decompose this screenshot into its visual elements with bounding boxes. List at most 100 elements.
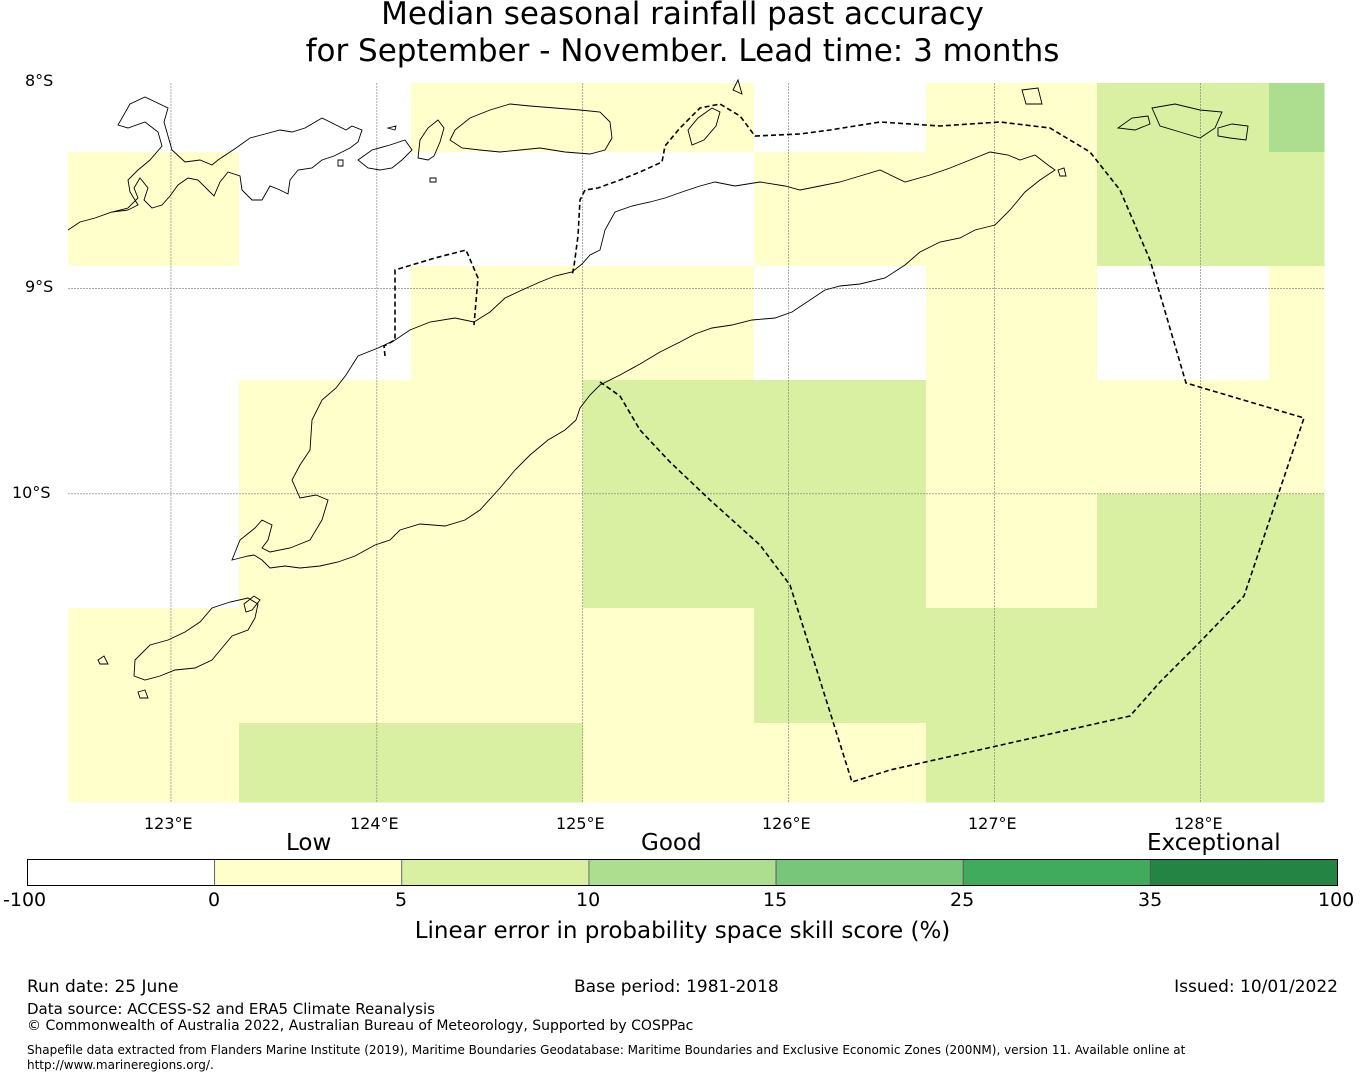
skill-cell <box>583 83 755 153</box>
lon-label-128e: 128°E <box>1174 814 1223 833</box>
chart-title-line-1: Median seasonal rainfall past accuracy <box>381 0 984 32</box>
colorbar-tick-0: 0 <box>208 889 221 911</box>
skill-cell <box>1097 380 1270 495</box>
colorbar-tick-35: 35 <box>1138 889 1163 911</box>
skill-cell <box>926 266 1098 381</box>
skill-cell <box>411 266 584 381</box>
coastline-lembata <box>357 139 413 171</box>
coastline-ndao <box>137 689 149 699</box>
skill-cell <box>754 83 927 153</box>
copyright-notice: © Commonwealth of Australia 2022, Austra… <box>27 1018 694 1034</box>
skill-cell <box>583 723 755 803</box>
skill-cell <box>239 494 412 609</box>
colorbar-segment <box>1149 859 1338 886</box>
skill-cell <box>754 266 927 381</box>
skill-cell <box>411 83 584 153</box>
lon-label-124e: 124°E <box>350 814 399 833</box>
skill-cell <box>1269 83 1325 153</box>
skill-cell <box>926 494 1098 609</box>
skill-cell <box>1269 494 1325 609</box>
colorbar-label: Linear error in probability space skill … <box>414 918 951 944</box>
issued-date: Issued: 10/01/2022 <box>1174 977 1338 997</box>
skill-cell <box>583 152 755 267</box>
skill-cell <box>926 380 1098 495</box>
colorbar-segment <box>962 859 1151 886</box>
skill-cell <box>754 723 927 803</box>
skill-cell <box>1097 723 1270 803</box>
skill-cell <box>68 152 240 267</box>
colorbar-category-low: Low <box>286 830 332 856</box>
lon-label-125e: 125°E <box>556 814 605 833</box>
skill-cell <box>926 723 1098 803</box>
skill-cell <box>754 494 927 609</box>
skill-cell <box>68 608 240 724</box>
skill-cell <box>583 608 755 724</box>
colorbar-tick-15: 15 <box>763 889 788 911</box>
colorbar-segment <box>775 859 964 886</box>
base-period: Base period: 1981-2018 <box>574 977 779 997</box>
skill-grid <box>68 83 1325 803</box>
skill-cell <box>1269 266 1325 381</box>
coastline-small-isle-b <box>1217 123 1249 141</box>
skill-cell <box>411 380 584 495</box>
colorbar-tick-5: 5 <box>395 889 408 911</box>
skill-cell <box>926 608 1098 724</box>
shapefile-credit-line-2: http://www.marineregions.org/. <box>27 1058 214 1072</box>
coastline-small-isle-c <box>1021 87 1043 105</box>
skill-cell <box>583 380 755 495</box>
colorbar-tick-100: 100 <box>1318 889 1355 911</box>
eez-boundary-oecusse <box>383 249 479 357</box>
skill-cell <box>1269 723 1325 803</box>
skill-cell <box>68 83 240 153</box>
skill-cell <box>583 494 755 609</box>
coastline-flores <box>67 96 363 231</box>
skill-cell <box>926 83 1098 153</box>
skill-cell <box>1269 152 1325 267</box>
skill-cell <box>411 608 584 724</box>
lat-label-10s: 10°S <box>12 483 51 502</box>
coastline-kisar <box>1057 167 1067 177</box>
coastline-islet-4 <box>732 78 743 95</box>
skill-cell <box>239 266 412 381</box>
colorbar-tick-10: 10 <box>576 889 601 911</box>
skill-cell <box>754 380 927 495</box>
skill-cell <box>239 608 412 724</box>
coastline-semau <box>243 595 261 613</box>
chart-title-line-2: for September - November. Lead time: 3 m… <box>305 33 1060 69</box>
colorbar-tick-minus100: -100 <box>3 889 47 911</box>
lat-label-8s: 8°S <box>25 71 54 90</box>
skill-cell <box>1269 608 1325 724</box>
coastline <box>67 78 1249 699</box>
colorbar-tick-25: 25 <box>950 889 975 911</box>
lon-label-126e: 126°E <box>762 814 811 833</box>
coastline-rote <box>133 597 259 681</box>
skill-cell <box>411 152 584 267</box>
skill-cell <box>411 494 584 609</box>
shapefile-credit-line-1: Shapefile data extracted from Flanders M… <box>27 1043 1186 1057</box>
skill-cell <box>68 723 240 803</box>
skill-cell <box>926 152 1098 267</box>
skill-cell <box>1097 494 1270 609</box>
skill-cell <box>1097 266 1270 381</box>
colorbar <box>27 859 1338 886</box>
lon-label-123e: 123°E <box>144 814 193 833</box>
skill-cell <box>411 723 584 803</box>
coastline-small-isle-a <box>1116 115 1151 131</box>
colorbar-segment <box>27 859 216 886</box>
coastline-sawu <box>97 655 109 665</box>
coastline-pantar <box>417 119 445 161</box>
coastline-islet-3 <box>386 125 397 131</box>
lon-label-127e: 127°E <box>968 814 1017 833</box>
skill-cell <box>239 83 412 153</box>
coastline-timor <box>231 151 1056 569</box>
lat-label-9s: 9°S <box>25 277 54 296</box>
coastline-alor <box>449 103 613 155</box>
skill-cell <box>239 152 412 267</box>
skill-cell <box>1097 152 1270 267</box>
colorbar-segment <box>401 859 590 886</box>
run-date: Run date: 25 June <box>27 977 179 997</box>
skill-cell <box>754 152 927 267</box>
colorbar-segment <box>588 859 777 886</box>
eez-boundary-main <box>571 103 1306 784</box>
